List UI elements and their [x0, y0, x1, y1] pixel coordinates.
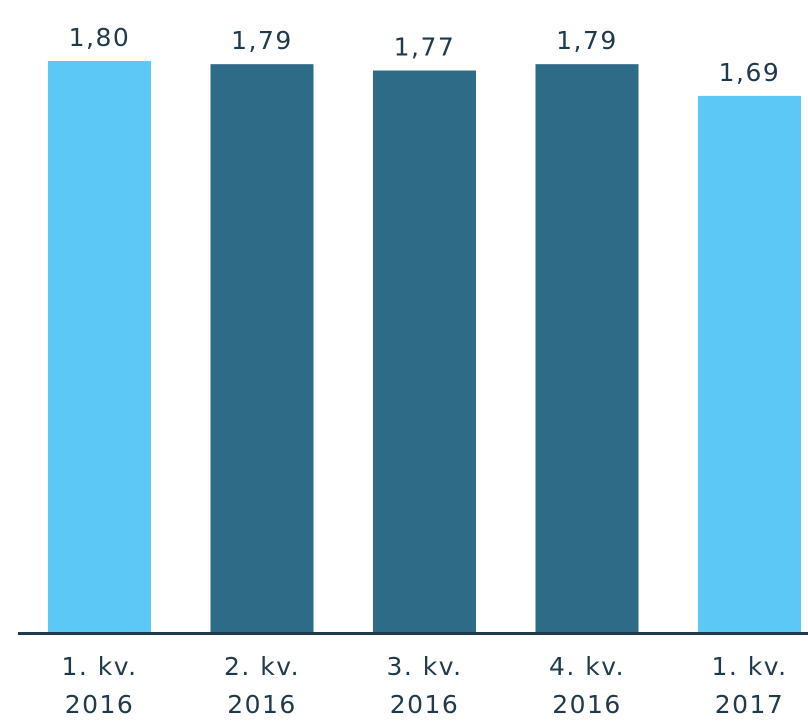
x-tick-label-3-line-1: 3. kv.: [386, 652, 462, 681]
value-labels-group: 1,80 1,79 1,77 1,79 1,69: [69, 23, 781, 87]
bar-1: [48, 61, 151, 632]
x-tick-labels-group: 1. kv. 2016 2. kv. 2016 3. kv. 2016 4. kv. 2016…: [61, 652, 787, 719]
x-tick-label-1-line-2: 2016: [65, 690, 135, 719]
value-label-2: 1,79: [231, 26, 293, 55]
x-tick-label-3-line-2: 2016: [390, 690, 460, 719]
x-tick-label-4-line-2: 2016: [552, 690, 622, 719]
x-tick-label-5-line-2: 2017: [715, 690, 785, 719]
x-tick-label-1-line-1: 1. kv.: [61, 652, 137, 681]
value-label-5: 1,69: [719, 58, 781, 87]
bars-group: [48, 61, 801, 633]
bar-2: [210, 64, 314, 632]
bar-5: [698, 95, 801, 632]
bar-3: [373, 70, 476, 633]
x-tick-label-2-line-2: 2016: [227, 690, 297, 719]
value-label-3: 1,77: [394, 33, 456, 62]
x-tick-label-5-line-1: 1. kv.: [711, 652, 787, 681]
x-tick-label-4-line-1: 4. kv.: [549, 652, 625, 681]
value-label-1: 1,80: [69, 23, 131, 52]
x-tick-label-2-line-1: 2. kv.: [224, 652, 300, 681]
bar-4: [535, 64, 639, 632]
value-label-4: 1,79: [556, 26, 618, 55]
